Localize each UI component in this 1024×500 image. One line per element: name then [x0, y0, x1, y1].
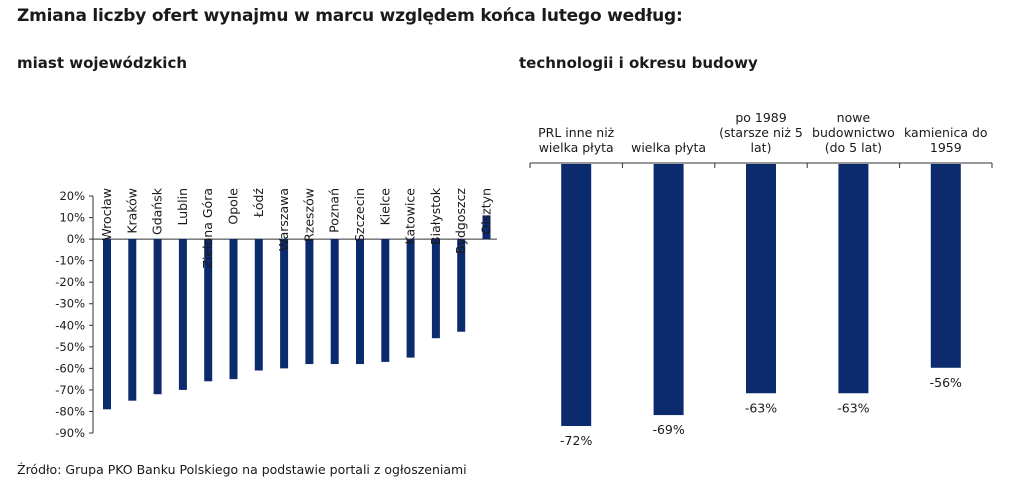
technology-bar-chart: PRL inne niż wielka płyta -72% wielka płyta…	[529, 110, 993, 448]
y-tick-label: -90%	[55, 426, 85, 440]
y-tick-label: 10%	[59, 211, 85, 225]
bar	[431, 239, 440, 339]
y-tick-label: -30%	[55, 297, 85, 311]
x-category-label: Kraków	[124, 188, 139, 234]
bar	[305, 239, 314, 365]
x-category-label: Zielona Góra	[200, 188, 215, 269]
data-label: -72%	[560, 433, 592, 448]
y-tick-label: -70%	[55, 383, 85, 397]
x-category-label: PRL inne niż wielka płyta	[538, 125, 615, 155]
bar	[381, 239, 390, 362]
x-category-label: Katowice	[403, 188, 418, 245]
bar	[229, 239, 238, 380]
y-tick-label: 20%	[59, 189, 85, 203]
x-category-label: Rzeszów	[301, 188, 316, 242]
x-category-label: Poznań	[327, 188, 342, 233]
x-category-label: Opole	[226, 188, 241, 225]
x-category-label: Bydgoszcz	[453, 188, 468, 254]
bar	[153, 239, 162, 395]
bar	[653, 164, 684, 416]
bar	[406, 239, 415, 358]
y-tick-label: -10%	[55, 254, 85, 268]
x-category-label: Szczecin	[352, 188, 367, 242]
bar	[204, 239, 213, 382]
bar	[561, 164, 592, 426]
bar	[254, 239, 263, 371]
x-category-label: Gdańsk	[150, 187, 165, 235]
x-category-label: Olsztyn	[479, 188, 494, 235]
data-label: -63%	[745, 400, 777, 415]
data-label: -56%	[930, 375, 962, 390]
bar	[356, 239, 364, 365]
right-chart-title: technologii i okresu budowy	[519, 54, 758, 72]
x-category-label: po 1989 (starsze niż 5 lat)	[719, 110, 803, 155]
x-category-label: Warszawa	[276, 188, 291, 251]
bar	[746, 164, 776, 394]
x-category-label: Lublin	[175, 188, 190, 225]
y-tick-label: -50%	[55, 340, 85, 354]
data-label: -63%	[837, 400, 869, 415]
bar	[103, 239, 111, 410]
bar	[838, 164, 869, 394]
x-category-label: kamienica do 1959	[904, 125, 988, 155]
bar	[178, 239, 187, 390]
x-category-label: nowe budownictwo (do 5 lat)	[812, 110, 895, 155]
x-category-label: Łódź	[251, 188, 266, 219]
y-tick-label: -40%	[55, 318, 85, 332]
y-tick-label: 0%	[67, 232, 85, 246]
page-title: Zmiana liczby ofert wynajmu w marcu wzgl…	[17, 6, 683, 26]
bar	[330, 239, 339, 365]
x-category-label: Kielce	[377, 188, 392, 226]
data-label: -69%	[652, 422, 684, 437]
bar	[128, 239, 137, 401]
y-tick-label: -60%	[55, 361, 85, 375]
bar	[280, 239, 289, 369]
bar	[457, 239, 466, 332]
source-note: Źródło: Grupa PKO Banku Polskiego na pod…	[17, 462, 467, 477]
y-tick-label: -20%	[55, 275, 85, 289]
bar	[482, 215, 491, 240]
bar	[930, 164, 961, 368]
left-chart-title: miast wojewódzkich	[17, 54, 188, 72]
x-category-label: Wrocław	[99, 188, 114, 241]
x-category-label: wielka płyta	[631, 140, 706, 155]
city-bar-chart: 20% 10% 0% -10% -20% -30% -40% -50% -60% -70% -80%…	[55, 187, 497, 440]
x-category-label: Białystok	[428, 187, 443, 245]
y-tick-label: -80%	[55, 404, 85, 418]
